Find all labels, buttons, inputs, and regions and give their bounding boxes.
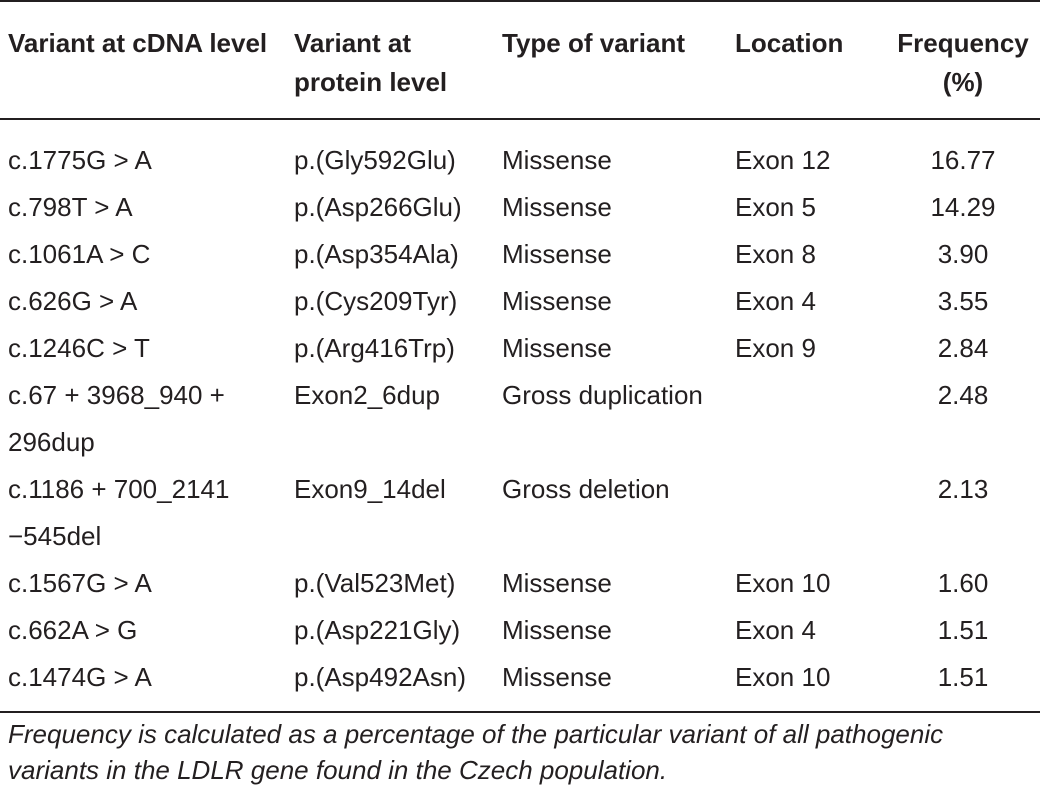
cell-cdna: c.662A > G [8, 615, 138, 645]
cell-type: Missense [502, 239, 612, 269]
cell-location: Exon 10 [727, 654, 886, 713]
cell-frequency: 3.55 [937, 286, 989, 316]
variant-table: Variant at cDNA level Variant at protein… [0, 0, 1040, 713]
cell-cdna: c.67 + 3968_940 + 296dup [8, 380, 225, 457]
header-frequency: Frequency (%) [886, 0, 1040, 120]
cell-protein: Exon9_14del [294, 474, 446, 504]
cell-frequency: 16.77 [930, 145, 996, 175]
header-variant-type: Type of variant [494, 0, 727, 120]
cell-frequency: 1.60 [937, 568, 989, 598]
cell-location: Exon 8 [735, 239, 816, 269]
cell-location: Exon 10 [735, 568, 831, 598]
cell-protein: p.(Val523Met) [294, 568, 456, 598]
cell-type: Gross duplication [502, 380, 703, 410]
cell-frequency: 3.90 [937, 239, 989, 269]
cell-frequency: 14.29 [930, 192, 996, 222]
header-cdna-variant: Variant at cDNA level [0, 0, 286, 120]
table-row: c.662A > G p.(Asp221Gly) Missense Exon 4… [0, 607, 1040, 654]
cell-cdna: c.1474G > A [0, 654, 286, 713]
table-header: Variant at cDNA level Variant at protein… [0, 0, 1040, 120]
header-row: Variant at cDNA level Variant at protein… [0, 0, 1040, 120]
cell-type: Missense [502, 192, 612, 222]
cell-location: Exon 9 [735, 333, 816, 363]
cell-cdna: c.1567G > A [8, 568, 152, 598]
table-body: c.1775G > A p.(Gly592Glu) Missense Exon … [0, 119, 1040, 713]
cell-protein: p.(Asp492Asn) [286, 654, 494, 713]
cell-location [727, 466, 886, 560]
cell-cdna: c.1061A > C [8, 239, 151, 269]
cell-location [727, 372, 886, 466]
cell-protein: p.(Asp221Gly) [294, 615, 461, 645]
cell-protein: p.(Asp266Glu) [294, 192, 462, 222]
cell-cdna: c.1775G > A [8, 145, 152, 175]
header-protein-variant: Variant at protein level [286, 0, 494, 120]
table-footnote: Frequency is calculated as a percentage … [8, 719, 944, 785]
cell-type: Missense [502, 568, 612, 598]
table-row: c.1775G > A p.(Gly592Glu) Missense Exon … [0, 119, 1040, 184]
cell-cdna: c.1186 + 700_2141 −545del [8, 474, 230, 551]
table-row: c.1567G > A p.(Val523Met) Missense Exon … [0, 560, 1040, 607]
cell-location: Exon 4 [735, 615, 816, 645]
table-row: c.798T > A p.(Asp266Glu) Missense Exon 5… [0, 184, 1040, 231]
table-row: c.1186 + 700_2141 −545del Exon9_14del Gr… [0, 466, 1040, 560]
cell-protein: p.(Asp354Ala) [294, 239, 459, 269]
cell-frequency: 2.48 [937, 380, 989, 410]
header-location: Location [727, 0, 886, 120]
cell-frequency: 2.84 [937, 333, 989, 363]
cell-frequency: 2.13 [937, 474, 989, 504]
table-row: c.626G > A p.(Cys209Tyr) Missense Exon 4… [0, 278, 1040, 325]
cell-cdna: c.1246C > T [8, 333, 150, 363]
cell-location: Exon 5 [735, 192, 816, 222]
table-row: c.1474G > A p.(Asp492Asn) Missense Exon … [0, 654, 1040, 713]
cell-protein: Exon2_6dup [294, 380, 441, 410]
cell-type: Missense [502, 333, 612, 363]
cell-type: Missense [502, 615, 612, 645]
cell-protein: p.(Cys209Tyr) [294, 286, 458, 316]
cell-location: Exon 4 [735, 286, 816, 316]
cell-frequency: 1.51 [886, 654, 1040, 713]
cell-type: Missense [502, 286, 612, 316]
cell-location: Exon 12 [735, 145, 831, 175]
cell-cdna: c.798T > A [8, 192, 133, 222]
cell-protein: p.(Gly592Glu) [294, 145, 456, 175]
cell-type: Gross deletion [502, 474, 670, 504]
cell-protein: p.(Arg416Trp) [294, 333, 455, 363]
table-row: c.67 + 3968_940 + 296dup Exon2_6dup Gros… [0, 372, 1040, 466]
cell-frequency: 1.51 [937, 615, 989, 645]
table-row: c.1061A > C p.(Asp354Ala) Missense Exon … [0, 231, 1040, 278]
table-row: c.1246C > T p.(Arg416Trp) Missense Exon … [0, 325, 1040, 372]
cell-cdna: c.626G > A [8, 286, 138, 316]
cell-type: Missense [502, 145, 612, 175]
cell-type: Missense [494, 654, 727, 713]
